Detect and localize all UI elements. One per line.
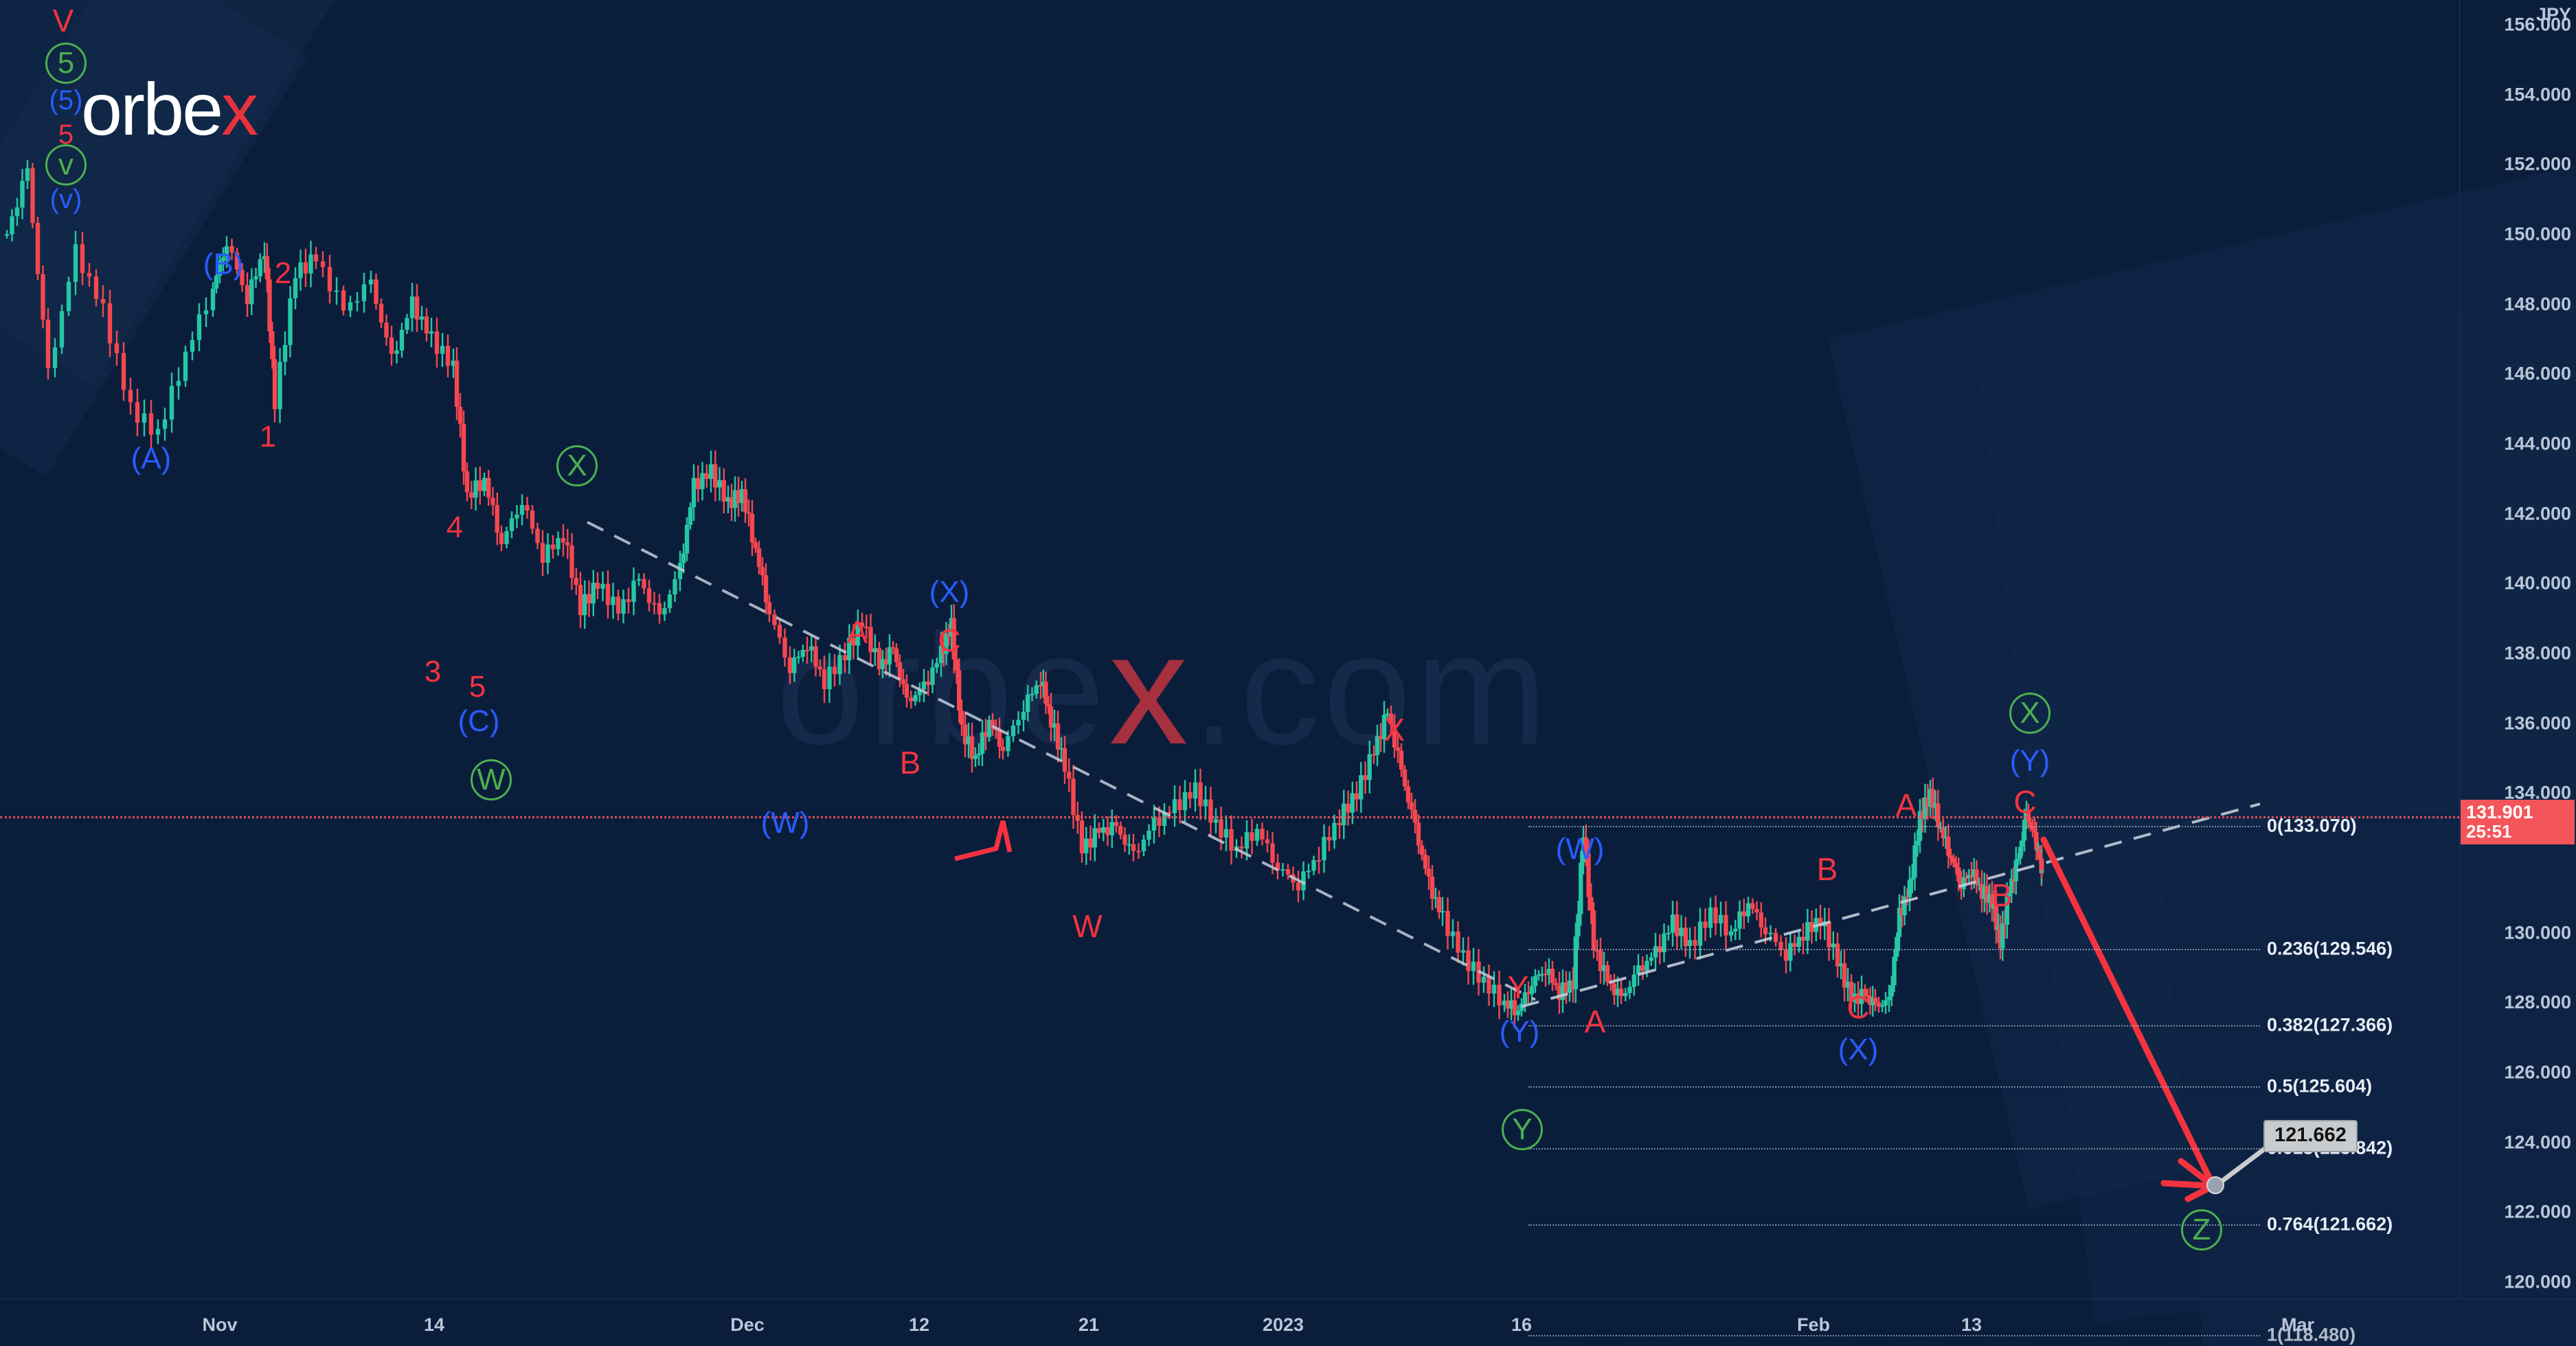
price-tick: 142.000 [2504, 503, 2571, 524]
price-tick: 144.000 [2504, 433, 2571, 454]
price-tick: 154.000 [2504, 84, 2571, 105]
wave-label: W [1072, 908, 1103, 944]
current-price-badge[interactable]: 131.901 25:51 [2461, 800, 2575, 845]
wave-label: 1 [259, 420, 277, 453]
wave-label-circled: X [556, 445, 598, 486]
fib-level-label: 1(118.480) [2267, 1324, 2356, 1345]
price-tick: 152.000 [2504, 153, 2571, 175]
wave-label-circled: W [471, 759, 512, 800]
price-tick: 130.000 [2504, 922, 2571, 943]
wave-label: Y [1507, 969, 1529, 1005]
wave-label: (Y) [1499, 1015, 1540, 1048]
wave-label: 5 [468, 670, 486, 704]
wave-label: 5 [58, 120, 74, 150]
price-tick: 122.000 [2504, 1201, 2571, 1222]
wave-label: (X) [929, 575, 970, 609]
price-tick: 148.000 [2504, 293, 2571, 315]
wave-label-circled: Z [2181, 1209, 2222, 1250]
price-tick: 128.000 [2504, 991, 2571, 1013]
time-tick: 12 [908, 1314, 930, 1335]
logo-x-accent: x [221, 67, 258, 150]
wave-label-circled: 5 [45, 43, 87, 84]
price-tick: 140.000 [2504, 572, 2571, 594]
wave-label: B [899, 745, 921, 781]
time-axis[interactable]: Nov 14 Dec 12 21 2023 16 Feb 13 Mar [0, 1299, 2576, 1346]
wave-label: 4 [446, 511, 464, 544]
fib-level-label: 0.236(129.546) [2267, 938, 2393, 959]
current-price-line [0, 816, 2459, 818]
wave-label: C [2013, 784, 2037, 820]
time-tick: 2023 [1262, 1314, 1304, 1335]
price-tick: 126.000 [2504, 1062, 2571, 1083]
price-axis[interactable]: JPY 156.000 154.000 152.000 150.000 148.000 1… [2459, 0, 2576, 1299]
wave-label: 3 [424, 655, 442, 688]
fib-level-line[interactable] [1528, 1147, 2260, 1149]
price-tick: 156.000 [2504, 14, 2571, 35]
fib-level-line[interactable] [1528, 1335, 2260, 1337]
wave-label-circled: Y [1502, 1109, 1543, 1150]
price-tick: 150.000 [2504, 223, 2571, 245]
wave-label: V [52, 3, 74, 38]
time-tick: Feb [1796, 1314, 1831, 1335]
fib-level-label: 0.764(121.662) [2267, 1213, 2393, 1234]
wave-label: (W) [1555, 832, 1605, 866]
wave-label: (A) [131, 442, 172, 475]
price-axis-title: JPY [2535, 4, 2571, 25]
fib-level-line[interactable] [1528, 1024, 2260, 1027]
wave-label: A [1895, 787, 1917, 823]
wave-label: C [1846, 989, 1870, 1025]
price-tooltip: 121.662 [2263, 1120, 2358, 1152]
wave-label: A [846, 614, 868, 650]
time-tick: Mar [2281, 1314, 2315, 1335]
wave-label: (Y) [2009, 744, 2050, 778]
wave-label: X [1383, 712, 1405, 748]
wave-label: (X) [1838, 1033, 1879, 1066]
time-tick: Nov [202, 1314, 238, 1335]
time-tick: 21 [1078, 1314, 1100, 1335]
wave-label: C [938, 622, 961, 658]
wave-label: B [1816, 851, 1838, 887]
wave-label-circled: v [45, 144, 87, 186]
price-tick: 136.000 [2504, 713, 2571, 734]
current-price-value: 131.901 [2466, 802, 2533, 822]
time-tick: 16 [1511, 1314, 1533, 1335]
time-tick: Dec [730, 1314, 765, 1335]
price-tick: 124.000 [2504, 1132, 2571, 1153]
fib-level-label: 0(133.070) [2267, 815, 2357, 836]
wave-label-circled: X [2009, 693, 2050, 734]
fib-level-label: 0.382(127.366) [2267, 1014, 2393, 1035]
orbex-logo: orbex [81, 66, 258, 152]
fib-level-line[interactable] [1528, 948, 2260, 950]
wave-label: (W) [760, 806, 810, 840]
time-tick: 14 [423, 1314, 445, 1335]
fib-level-line[interactable] [1528, 1224, 2260, 1226]
wave-label: (v) [49, 184, 82, 214]
logo-text: orbe [81, 67, 223, 150]
wave-label: (B) [203, 247, 244, 281]
fib-level-line[interactable] [1528, 825, 2260, 827]
fib-level-label: 0.5(125.604) [2267, 1075, 2373, 1097]
price-tick: 146.000 [2504, 363, 2571, 384]
price-tick: 134.000 [2504, 782, 2571, 803]
forecast-endpoint-handle[interactable] [2206, 1176, 2224, 1194]
countdown-timer: 25:51 [2466, 820, 2512, 842]
time-tick: 13 [1961, 1314, 1982, 1335]
wave-label: B [1991, 877, 2013, 913]
wave-label: 2 [274, 256, 292, 290]
wave-label: A [1584, 1004, 1606, 1040]
price-tick: 138.000 [2504, 642, 2571, 664]
fib-level-line[interactable] [1528, 1086, 2260, 1088]
chart-plot-area[interactable] [0, 0, 2459, 1299]
price-tick: 120.000 [2504, 1271, 2571, 1292]
wave-label: (C) [457, 704, 500, 738]
wave-label: (5) [49, 85, 83, 115]
